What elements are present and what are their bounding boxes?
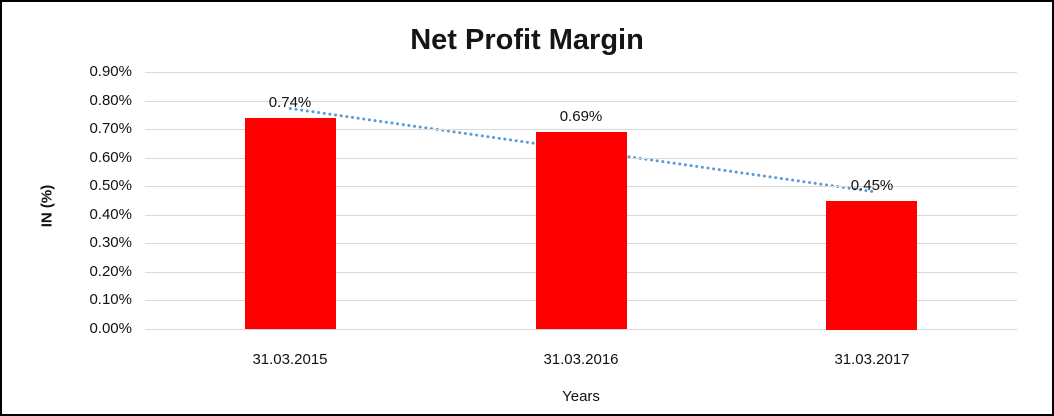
y-axis-tick-label: 0.20% bbox=[89, 263, 132, 280]
y-axis-title: IN (%) bbox=[38, 184, 56, 228]
y-axis-tick-label: 0.80% bbox=[89, 92, 132, 109]
chart-title: Net Profit Margin bbox=[410, 24, 644, 56]
y-axis-tick-label: 0.00% bbox=[89, 320, 132, 337]
bar bbox=[826, 201, 917, 330]
x-axis-title: Years bbox=[562, 388, 600, 405]
y-axis-tick-label: 0.10% bbox=[89, 291, 132, 308]
gridline bbox=[145, 100, 1017, 102]
x-axis-category-label: 31.03.2017 bbox=[834, 351, 910, 368]
bar bbox=[536, 132, 627, 329]
y-axis-tick-label: 0.90% bbox=[89, 63, 132, 80]
x-axis-category-label: 31.03.2016 bbox=[543, 351, 619, 368]
y-axis-tick-label: 0.40% bbox=[89, 206, 132, 223]
gridline bbox=[145, 328, 1017, 330]
gridline bbox=[145, 71, 1017, 73]
y-axis-tick-label: 0.30% bbox=[89, 234, 132, 251]
y-axis-tick-label: 0.70% bbox=[89, 120, 132, 137]
bar bbox=[245, 118, 336, 329]
y-axis-tick-label: 0.60% bbox=[89, 149, 132, 166]
bar-value-label: 0.45% bbox=[850, 177, 894, 194]
bar-value-label: 0.74% bbox=[268, 94, 312, 111]
y-axis-tick-label: 0.50% bbox=[89, 177, 132, 194]
bar-value-label: 0.69% bbox=[559, 108, 603, 125]
gridline bbox=[145, 128, 1017, 130]
x-axis-category-label: 31.03.2015 bbox=[252, 351, 328, 368]
